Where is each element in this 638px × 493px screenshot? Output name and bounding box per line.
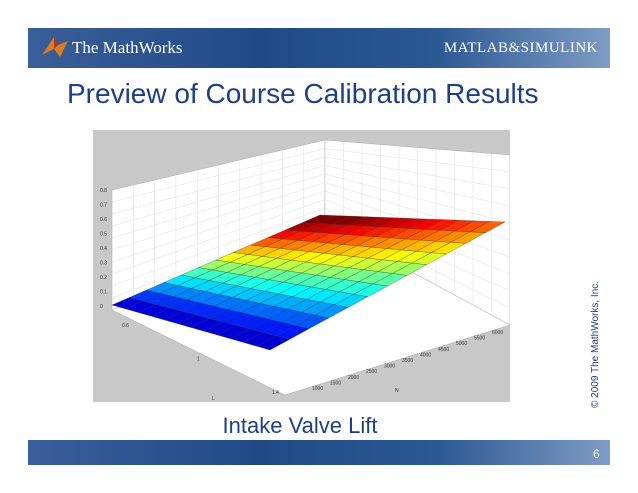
- copyright: © 2009 The MathWorks, Inc.: [590, 280, 601, 408]
- z-tick-label: 0.8: [100, 188, 107, 194]
- l-tick-label: 1: [197, 357, 200, 363]
- z-tick-label: 0.5: [100, 232, 107, 238]
- n-tick-label: 3500: [402, 358, 413, 364]
- z-tick-label: 0.4: [100, 246, 107, 252]
- z-tick-label: 0: [100, 304, 103, 310]
- n-tick-label: 4500: [438, 347, 449, 353]
- wall-grid: [111, 207, 510, 292]
- wall-grid: [111, 148, 510, 203]
- wall-grid: [111, 156, 510, 215]
- logo-text: The MathWorks: [72, 38, 183, 57]
- slide-title: Preview of Course Calibration Results: [67, 78, 539, 109]
- n-axis-label: N: [395, 388, 399, 394]
- n-tick-label: 4000: [420, 352, 431, 358]
- n-tick-label: 5500: [474, 336, 485, 342]
- wall-grid: [111, 165, 510, 227]
- z-tick-label: 0.3: [100, 261, 107, 267]
- l-axis-label: L: [212, 396, 215, 402]
- surface-patch: [469, 221, 506, 233]
- surface-plot: 0 0.1 0.2 0.3 0.4 0.5 0.6 0.7 0.8 1000 1500 2000 250…: [93, 130, 510, 402]
- n-tick-label: 6000: [492, 330, 503, 336]
- header-bar: [28, 28, 610, 68]
- logo-icon: [42, 37, 68, 57]
- n-tick-label: 5000: [456, 341, 467, 347]
- l-tick-label: 0.6: [122, 323, 129, 329]
- n-tick-label: 3000: [384, 364, 395, 370]
- z-tick-label: 0.1: [100, 290, 107, 296]
- wall-grid: [111, 173, 510, 239]
- product-text: MATLAB&SIMULINK: [443, 40, 598, 56]
- z-tick-label: 0.6: [100, 217, 107, 223]
- n-tick-label: 2500: [366, 369, 377, 375]
- l-tick-label: 1.4: [272, 390, 279, 396]
- n-tick-label: 1000: [312, 386, 323, 392]
- footer-bar: [28, 440, 610, 465]
- z-tick-label: 0.7: [100, 203, 107, 209]
- z-tick-label: 0.2: [100, 275, 107, 281]
- n-tick-label: 1500: [330, 380, 341, 386]
- page-number: 6: [593, 447, 600, 461]
- caption: Intake Valve Lift: [222, 413, 378, 438]
- n-tick-label: 2000: [348, 375, 359, 381]
